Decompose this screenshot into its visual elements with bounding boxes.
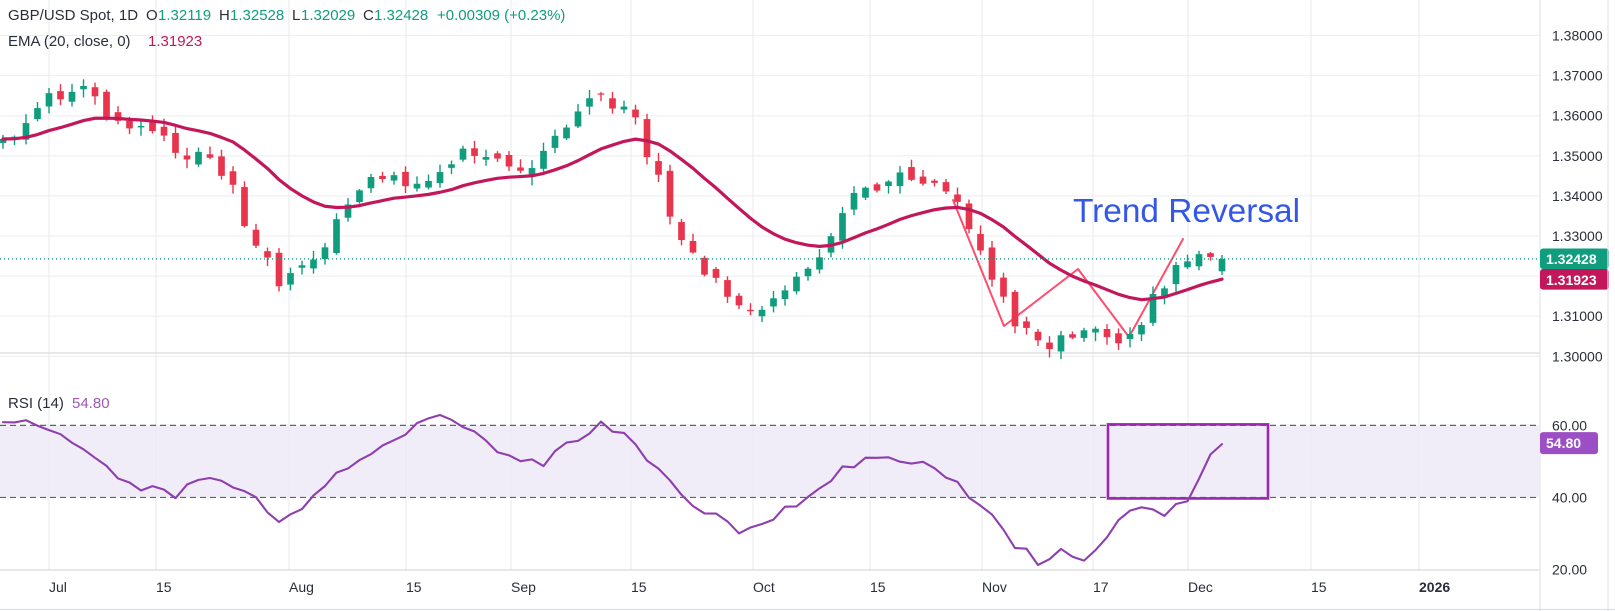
svg-text:Sep: Sep — [511, 579, 536, 595]
svg-text:1.31923: 1.31923 — [1546, 272, 1597, 288]
svg-text:1.33000: 1.33000 — [1552, 228, 1603, 244]
svg-text:O: O — [146, 7, 158, 24]
svg-text:EMA (20, close, 0): EMA (20, close, 0) — [8, 33, 131, 50]
svg-text:1.32029: 1.32029 — [301, 7, 355, 24]
svg-text:C: C — [363, 7, 374, 24]
svg-text:1.37000: 1.37000 — [1552, 68, 1603, 84]
svg-text:Oct: Oct — [753, 579, 775, 595]
svg-text:GBP/USD Spot, 1D: GBP/USD Spot, 1D — [8, 7, 138, 24]
svg-text:Trend Reversal: Trend Reversal — [1073, 193, 1300, 230]
svg-text:15: 15 — [631, 579, 647, 595]
svg-text:15: 15 — [870, 579, 886, 595]
svg-text:Jul: Jul — [49, 579, 67, 595]
svg-text:40.00: 40.00 — [1552, 489, 1587, 505]
svg-text:15: 15 — [406, 579, 422, 595]
svg-text:1.30000: 1.30000 — [1552, 348, 1603, 364]
svg-text:20.00: 20.00 — [1552, 562, 1587, 578]
svg-text:1.32119: 1.32119 — [158, 7, 211, 24]
svg-text:RSI (14): RSI (14) — [8, 395, 64, 412]
svg-text:1.38000: 1.38000 — [1552, 28, 1603, 44]
svg-text:15: 15 — [156, 579, 172, 595]
svg-text:1.36000: 1.36000 — [1552, 108, 1603, 124]
svg-text:1.32428: 1.32428 — [1546, 251, 1597, 267]
svg-text:1.34000: 1.34000 — [1552, 188, 1603, 204]
svg-text:15: 15 — [1311, 579, 1327, 595]
svg-text:Nov: Nov — [982, 579, 1007, 595]
svg-text:1.35000: 1.35000 — [1552, 148, 1603, 164]
svg-text:1.32428: 1.32428 — [374, 7, 428, 24]
svg-text:Dec: Dec — [1188, 579, 1213, 595]
svg-text:2026: 2026 — [1419, 579, 1450, 595]
svg-text:17: 17 — [1093, 579, 1109, 595]
svg-text:54.80: 54.80 — [72, 395, 110, 412]
svg-text:H: H — [219, 7, 230, 24]
svg-text:Aug: Aug — [289, 579, 314, 595]
svg-text:1.32528: 1.32528 — [230, 7, 284, 24]
svg-text:60.00: 60.00 — [1552, 417, 1587, 433]
svg-text:1.31000: 1.31000 — [1552, 308, 1603, 324]
svg-text:L: L — [292, 7, 300, 24]
svg-text:54.80: 54.80 — [1546, 435, 1581, 451]
svg-text:+0.00309 (+0.23%): +0.00309 (+0.23%) — [437, 7, 565, 24]
svg-text:1.31923: 1.31923 — [148, 33, 202, 50]
